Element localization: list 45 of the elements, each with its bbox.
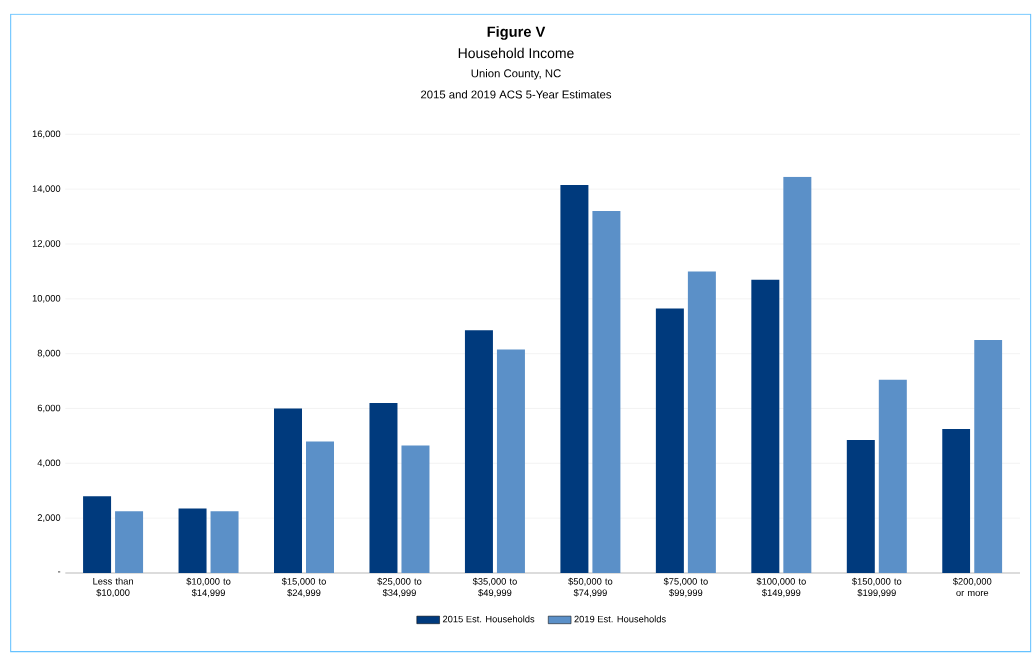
x-tick-label: $35,000 to $49,999 [472,577,517,598]
x-tick-label: $150,000 to $199,999 [852,577,902,598]
bar [83,496,112,573]
chart-subtitle: Household Income [458,47,574,59]
bar [369,403,398,573]
text: 2015 and 2019 ACS 5-Year Estimates [421,90,612,99]
bar [210,511,239,573]
bar [783,176,812,573]
bar [655,308,684,573]
bar [687,271,716,573]
bar [974,339,1003,573]
bar [496,349,525,573]
bar [464,330,493,573]
y-tick-label: 4,000 [37,459,61,468]
x-tick-label: Less than $10,000 [93,577,133,597]
bar [942,429,971,573]
y-tick-label: 8,000 [37,349,61,358]
x-tick-label: $50,000 to $74,999 [568,577,613,598]
y-tick-label: 16,000 [32,130,61,139]
y-tick-label: 12,000 [32,240,61,248]
bar [592,211,621,573]
bar [306,441,335,573]
y-tick-label: 2,000 [37,514,61,523]
x-tick-label: $25,000 to $34,999 [377,577,422,598]
x-tick-label: $200,000 or more [952,577,992,597]
x-tick-label: $15,000 to $24,999 [281,577,326,598]
chart-title: Figure V [487,26,546,40]
x-tick-label: $100,000 to $149,999 [756,577,806,598]
x-tick-label: $75,000 to $99,999 [663,577,708,598]
bar [560,185,589,573]
bar [401,445,430,573]
bar [878,379,907,573]
y-tick-label: 10,000 [32,294,61,303]
legend-label: 2015 Est. Households [442,615,535,623]
bar [846,440,875,573]
y-tick-label: 6,000 [37,404,61,413]
text: Union County, NC [471,69,561,80]
legend-label: 2019 Est. Households [574,615,666,623]
y-tick-label: - [57,571,61,573]
bar [274,408,303,573]
bar [115,511,144,573]
x-tick-label: $10,000 to $14,999 [186,577,231,598]
bar [178,508,207,573]
bar [751,279,780,573]
y-tick-label: 14,000 [32,185,61,194]
